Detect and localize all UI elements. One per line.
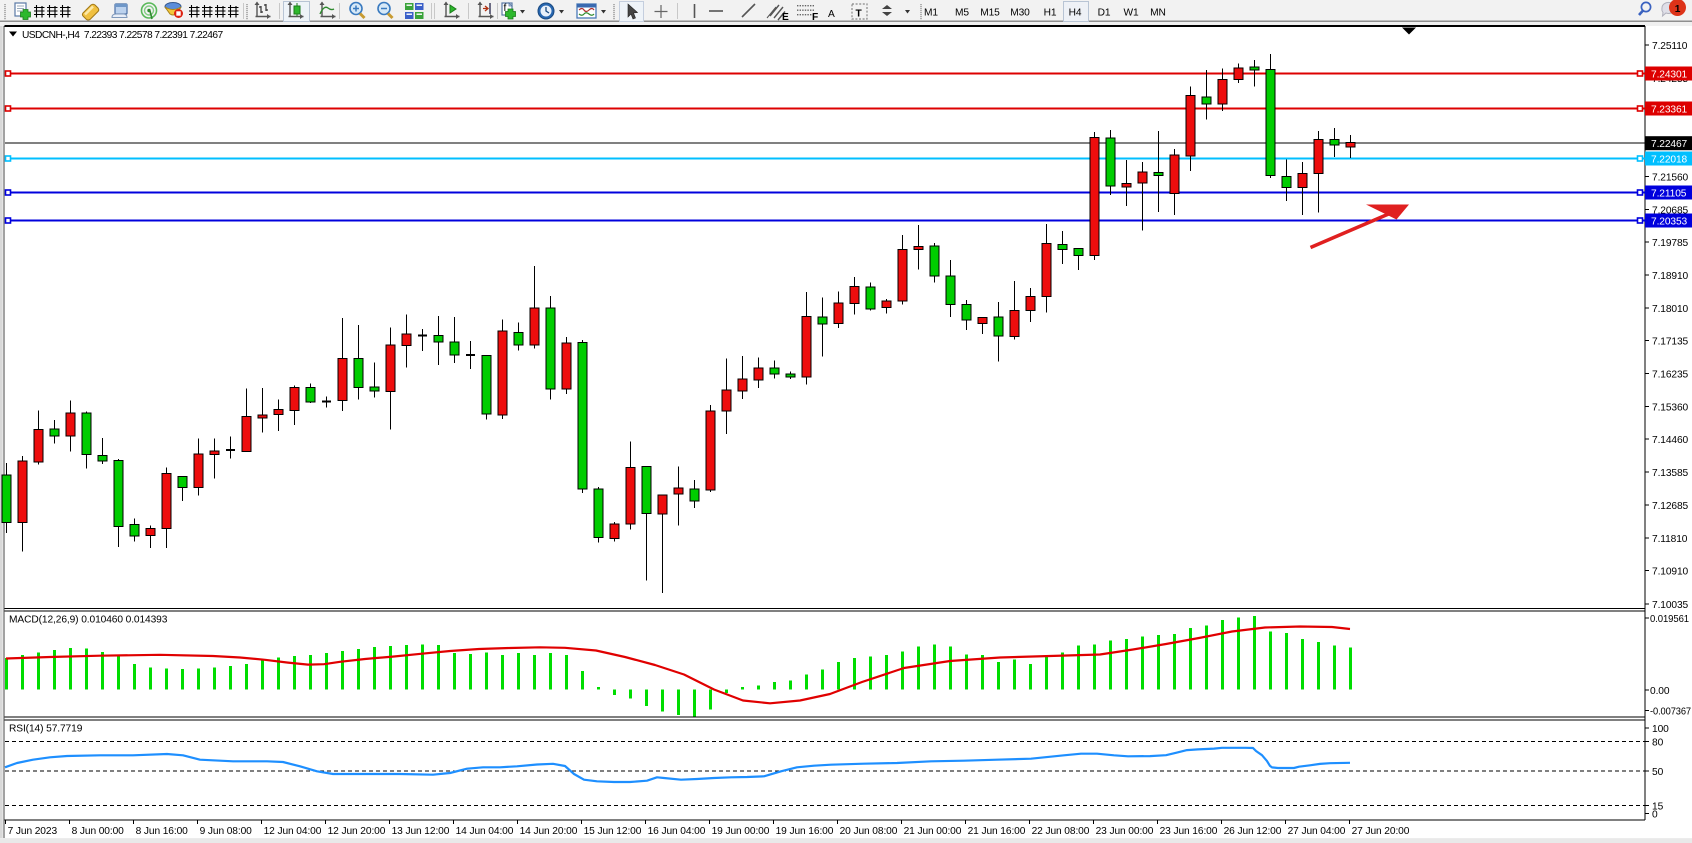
svg-text:MN: MN bbox=[1150, 8, 1166, 19]
svg-text:8 Jun 00:00: 8 Jun 00:00 bbox=[72, 826, 125, 837]
svg-text:26 Jun 12:00: 26 Jun 12:00 bbox=[1224, 826, 1282, 837]
svg-text:7.22467: 7.22467 bbox=[1651, 139, 1688, 150]
svg-text:7.22018: 7.22018 bbox=[1651, 155, 1688, 166]
svg-text:1: 1 bbox=[1675, 4, 1681, 15]
svg-text:USDCNH-,H4 7.22393 7.22578 7.: USDCNH-,H4 7.22393 7.22578 7.22391 7.224… bbox=[22, 30, 224, 41]
svg-text:15 Jun 12:00: 15 Jun 12:00 bbox=[584, 826, 642, 837]
svg-text:20 Jun 08:00: 20 Jun 08:00 bbox=[840, 826, 898, 837]
svg-text:MACD(12,26,9) 0.010460 0.01439: MACD(12,26,9) 0.010460 0.014393 bbox=[9, 615, 168, 626]
svg-text:21 Jun 00:00: 21 Jun 00:00 bbox=[904, 826, 962, 837]
svg-text:H4: H4 bbox=[1069, 8, 1082, 19]
svg-text:27 Jun 20:00: 27 Jun 20:00 bbox=[1352, 826, 1410, 837]
svg-text:7.11810: 7.11810 bbox=[1652, 534, 1688, 545]
svg-text:7.20353: 7.20353 bbox=[1651, 217, 1688, 228]
svg-text:0.019561: 0.019561 bbox=[1650, 614, 1689, 625]
svg-text:19 Jun 16:00: 19 Jun 16:00 bbox=[776, 826, 834, 837]
svg-text:7.10910: 7.10910 bbox=[1652, 567, 1689, 578]
svg-text:7.21105: 7.21105 bbox=[1651, 189, 1687, 200]
svg-text:16 Jun 04:00: 16 Jun 04:00 bbox=[648, 826, 706, 837]
svg-text:27 Jun 04:00: 27 Jun 04:00 bbox=[1288, 826, 1346, 837]
svg-text:8 Jun 16:00: 8 Jun 16:00 bbox=[136, 826, 189, 837]
svg-text:f: f bbox=[504, 3, 507, 14]
svg-text:A: A bbox=[828, 9, 835, 20]
svg-text:RSI(14) 57.7719: RSI(14) 57.7719 bbox=[9, 724, 83, 735]
svg-text:7.17135: 7.17135 bbox=[1652, 337, 1689, 348]
svg-text:7.21560: 7.21560 bbox=[1652, 172, 1689, 183]
svg-text:12 Jun 20:00: 12 Jun 20:00 bbox=[328, 826, 386, 837]
svg-text:7.24301: 7.24301 bbox=[1651, 70, 1688, 81]
svg-text:W1: W1 bbox=[1123, 8, 1139, 19]
svg-text:M5: M5 bbox=[955, 8, 969, 19]
svg-text:7.15360: 7.15360 bbox=[1652, 402, 1689, 413]
svg-text:19 Jun 00:00: 19 Jun 00:00 bbox=[712, 826, 770, 837]
svg-text:23 Jun 16:00: 23 Jun 16:00 bbox=[1160, 826, 1218, 837]
svg-text:D1: D1 bbox=[1098, 8, 1111, 19]
svg-text:13 Jun 12:00: 13 Jun 12:00 bbox=[392, 826, 450, 837]
svg-text:12 Jun 04:00: 12 Jun 04:00 bbox=[264, 826, 322, 837]
svg-text:100: 100 bbox=[1652, 724, 1669, 735]
svg-text:22 Jun 08:00: 22 Jun 08:00 bbox=[1032, 826, 1090, 837]
svg-text:23 Jun 00:00: 23 Jun 00:00 bbox=[1096, 826, 1154, 837]
svg-text:9 Jun 08:00: 9 Jun 08:00 bbox=[200, 826, 253, 837]
svg-text:7.10035: 7.10035 bbox=[1652, 600, 1689, 611]
svg-text:21 Jun 16:00: 21 Jun 16:00 bbox=[968, 826, 1026, 837]
svg-text:7.16235: 7.16235 bbox=[1652, 370, 1689, 381]
svg-text:M30: M30 bbox=[1010, 8, 1030, 19]
svg-text:7.12685: 7.12685 bbox=[1652, 501, 1689, 512]
svg-text:H1: H1 bbox=[1044, 8, 1057, 19]
svg-text:F: F bbox=[812, 12, 818, 23]
svg-text:50: 50 bbox=[1652, 767, 1664, 778]
svg-text:M15: M15 bbox=[980, 8, 1000, 19]
svg-text:15: 15 bbox=[1652, 802, 1664, 813]
svg-text:80: 80 bbox=[1652, 738, 1664, 749]
svg-text:E: E bbox=[782, 12, 789, 23]
svg-text:7.23361: 7.23361 bbox=[1651, 105, 1688, 116]
svg-text:7.25110: 7.25110 bbox=[1652, 41, 1688, 52]
svg-text:14 Jun 20:00: 14 Jun 20:00 bbox=[520, 826, 578, 837]
svg-text:T: T bbox=[856, 9, 863, 20]
svg-text:7.19785: 7.19785 bbox=[1652, 238, 1689, 249]
svg-text:7.18910: 7.18910 bbox=[1652, 271, 1689, 282]
svg-text:-0.007367: -0.007367 bbox=[1650, 707, 1691, 718]
svg-text:14 Jun 04:00: 14 Jun 04:00 bbox=[456, 826, 514, 837]
svg-text:7.13585: 7.13585 bbox=[1652, 468, 1689, 479]
svg-text:M1: M1 bbox=[924, 8, 938, 19]
svg-text:7.20685: 7.20685 bbox=[1652, 205, 1689, 216]
svg-text:7.18010: 7.18010 bbox=[1652, 304, 1689, 315]
svg-text:7.14460: 7.14460 bbox=[1652, 435, 1689, 446]
svg-text:0.00: 0.00 bbox=[1650, 686, 1670, 697]
svg-text:0: 0 bbox=[1652, 810, 1658, 821]
svg-text:7 Jun 2023: 7 Jun 2023 bbox=[8, 826, 58, 837]
